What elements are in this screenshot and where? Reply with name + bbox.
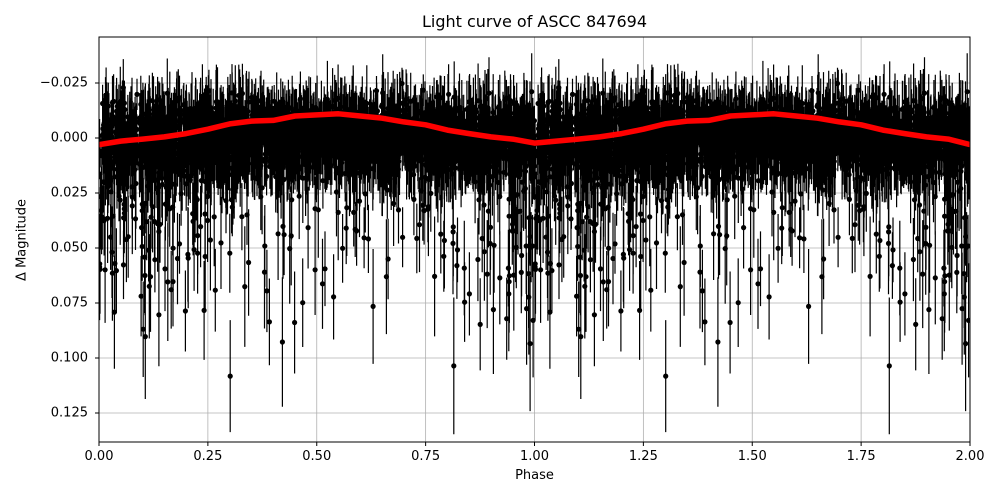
y-tick-label: 0.125 xyxy=(50,405,88,421)
x-tick-label: 0.25 xyxy=(193,449,223,464)
x-axis-label: Phase xyxy=(515,468,554,483)
y-tick-label: 0.075 xyxy=(50,295,88,311)
chart-title: Light curve of ASCC 847694 xyxy=(421,12,648,31)
y-tick-label: 0.100 xyxy=(50,350,88,366)
x-tick-label: 0.00 xyxy=(84,449,114,464)
y-axis-label: Δ Magnitude xyxy=(14,199,30,281)
x-tick-label: 2.00 xyxy=(955,449,985,464)
y-tick-label: 0.000 xyxy=(50,130,88,146)
binned-mean-line xyxy=(99,111,970,148)
x-tick-label: 0.50 xyxy=(302,449,332,464)
x-tick-label: 1.50 xyxy=(737,449,767,464)
x-tick-label: 1.00 xyxy=(520,449,549,464)
x-tick-label: 1.75 xyxy=(846,449,876,464)
x-tick-label: 0.75 xyxy=(411,449,441,464)
y-tick-label: −0.025 xyxy=(39,75,88,91)
x-tick-label: 1.25 xyxy=(628,449,658,464)
y-tick-label: 0.050 xyxy=(50,240,88,256)
y-tick-label: 0.025 xyxy=(50,185,88,201)
